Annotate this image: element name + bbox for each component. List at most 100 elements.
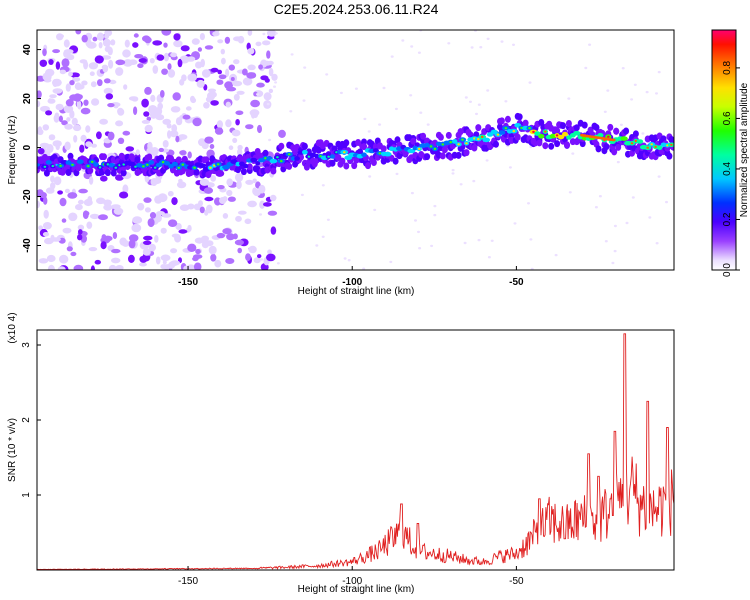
noise-blob: [217, 185, 225, 190]
noise-blob: [262, 60, 272, 66]
noise-blob: [655, 92, 658, 95]
ridge-cell: [148, 160, 155, 165]
ridge-halo: [104, 169, 111, 177]
noise-blob: [96, 32, 104, 41]
noise-blob: [225, 68, 230, 78]
noise-blob: [259, 213, 262, 216]
noise-blob: [88, 247, 98, 252]
ridge-core: [114, 166, 118, 169]
ridge-cell: [361, 152, 367, 157]
y-tick-label: -40: [22, 238, 33, 253]
noise-blob: [43, 196, 48, 205]
noise-blob: [198, 200, 203, 207]
noise-blob: [645, 90, 649, 94]
ridge-cell: [37, 159, 45, 165]
noise-blob: [584, 66, 588, 70]
y-tick-label: -20: [22, 189, 33, 204]
ridge-core: [630, 142, 634, 145]
ridge-cell: [230, 159, 238, 164]
noise-blob: [115, 174, 124, 181]
ridge-halo: [504, 115, 511, 123]
ridge-cell: [171, 161, 178, 167]
colorbar-tick-label: 0.0: [722, 263, 733, 277]
ridge-core: [465, 142, 468, 145]
noise-blob: [410, 191, 414, 195]
noise-blob: [598, 195, 602, 198]
ridge-core: [216, 163, 220, 166]
ridge-cell: [269, 158, 278, 164]
noise-blob: [170, 106, 181, 113]
ridge-cell: [239, 161, 245, 167]
noise-blob: [201, 141, 209, 150]
ridge-cell: [498, 130, 506, 135]
ridge-cell: [302, 149, 308, 155]
noise-blob: [59, 197, 67, 207]
noise-blob: [269, 194, 277, 202]
spectrogram-plot-area: [37, 30, 674, 270]
ridge-halo: [246, 163, 253, 171]
noise-blob: [472, 179, 476, 183]
noise-blob: [237, 210, 247, 215]
noise-blob: [625, 221, 629, 225]
ridge-halo: [439, 152, 446, 160]
ridge-halo: [301, 142, 308, 150]
noise-blob: [149, 58, 155, 64]
noise-blob: [150, 94, 156, 102]
noise-blob: [160, 90, 165, 98]
ridge-halo: [554, 140, 561, 148]
noise-blob: [253, 91, 258, 97]
noise-blob: [603, 110, 607, 114]
noise-blob: [203, 187, 213, 194]
ridge-core: [287, 153, 291, 156]
noise-blob: [354, 87, 358, 90]
ridge-halo: [343, 139, 350, 147]
noise-blob: [433, 204, 437, 208]
noise-blob: [195, 248, 201, 255]
noise-blob: [219, 197, 227, 204]
noise-blob: [179, 79, 185, 86]
noise-blob: [128, 96, 139, 101]
noise-blob: [225, 101, 231, 108]
noise-blob: [63, 49, 74, 54]
noise-blob: [246, 72, 256, 79]
noise-blob: [48, 59, 54, 65]
noise-blob: [180, 45, 190, 52]
noise-blob: [107, 131, 115, 141]
noise-blob: [82, 210, 89, 219]
noise-blob: [226, 178, 233, 186]
noise-blob: [201, 69, 211, 78]
noise-blob: [268, 138, 272, 142]
noise-blob: [486, 37, 490, 40]
noise-blob: [613, 249, 617, 253]
noise-blob: [274, 32, 278, 35]
ridge-core: [161, 161, 165, 164]
noise-blob: [42, 124, 50, 131]
noise-blob: [252, 178, 257, 184]
noise-blob: [395, 172, 399, 176]
noise-blob: [128, 59, 138, 65]
noise-blob: [187, 224, 192, 232]
noise-blob: [325, 73, 329, 76]
noise-blob: [104, 33, 110, 39]
ridge-core: [429, 145, 433, 148]
noise-blob: [147, 141, 153, 151]
noise-blob: [68, 212, 78, 222]
ridge-core: [209, 166, 212, 169]
noise-blob: [231, 129, 241, 137]
ridge-halo: [607, 123, 614, 131]
noise-blob: [258, 64, 263, 70]
noise-blob: [529, 238, 533, 241]
noise-blob: [103, 235, 113, 242]
chart-title: C2E5.2024.253.06.11.R24: [274, 1, 439, 17]
noise-blob: [59, 69, 67, 75]
noise-blob: [37, 200, 41, 209]
noise-blob: [171, 124, 178, 133]
noise-blob: [79, 144, 85, 153]
noise-blob: [80, 134, 87, 142]
ridge-cell: [255, 161, 261, 166]
ridge-halo: [110, 169, 117, 177]
noise-blob: [232, 137, 238, 143]
noise-blob: [266, 102, 270, 106]
noise-blob: [154, 235, 159, 243]
noise-blob: [242, 77, 253, 86]
